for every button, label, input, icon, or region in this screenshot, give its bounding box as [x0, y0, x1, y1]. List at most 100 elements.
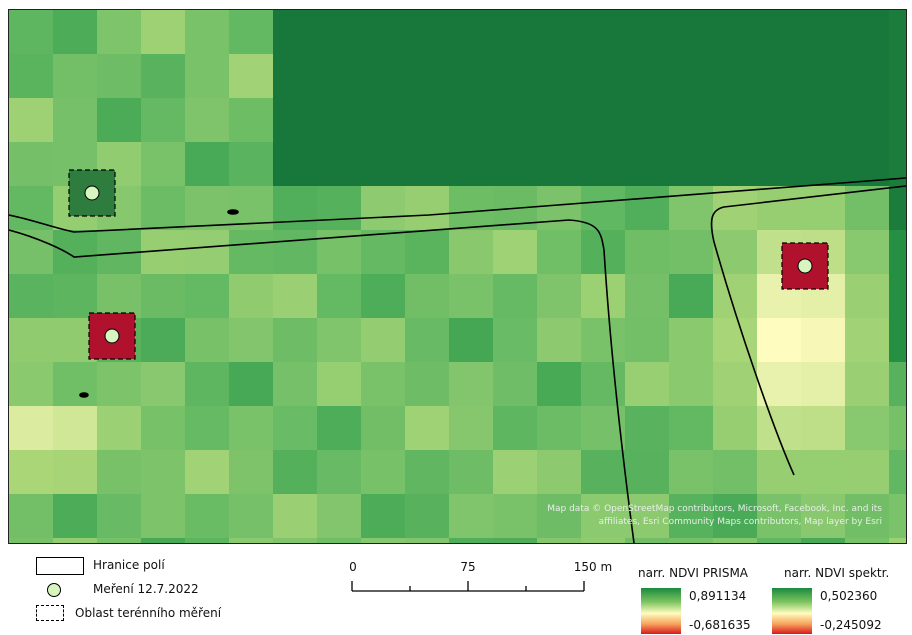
- ndvi-spektr-max: 0,502360: [820, 589, 878, 603]
- raster-cell: [537, 494, 582, 539]
- raster-cell: [141, 186, 186, 231]
- raster-cell: [185, 406, 230, 451]
- raster-cell: [361, 318, 406, 363]
- raster-cell: [845, 98, 890, 143]
- raster-cell: [625, 98, 670, 143]
- raster-cell: [757, 406, 802, 451]
- raster-cell: [97, 98, 142, 143]
- raster-cell: [405, 186, 450, 231]
- raster-cell: [493, 10, 538, 55]
- raster-cell: [361, 98, 406, 143]
- raster-cell: [185, 362, 230, 407]
- raster-cell: [273, 406, 318, 451]
- field-boundary-label: Hranice polí: [93, 558, 165, 572]
- raster-cell: [9, 142, 54, 187]
- raster-cell: [669, 494, 714, 539]
- raster-cell: [669, 230, 714, 275]
- attribution-line-2: affiliates, Esri Community Maps contribu…: [598, 517, 882, 527]
- raster-cell: [581, 362, 626, 407]
- raster-cell: [889, 230, 906, 275]
- raster-cell: [97, 538, 142, 543]
- raster-cell: [581, 10, 626, 55]
- raster-cell: [405, 406, 450, 451]
- raster-cell: [185, 318, 230, 363]
- raster-cell: [141, 494, 186, 539]
- raster-cell: [9, 54, 54, 99]
- raster-cell: [625, 186, 670, 231]
- raster-cell: [889, 142, 906, 187]
- raster-cell: [97, 362, 142, 407]
- raster-cell: [273, 318, 318, 363]
- raster-cell: [273, 142, 318, 187]
- raster-cell: [273, 10, 318, 55]
- raster-cell: [405, 318, 450, 363]
- raster-cell: [845, 450, 890, 495]
- raster-cell: [713, 142, 758, 187]
- raster-cell: [9, 362, 54, 407]
- raster-cell: [713, 98, 758, 143]
- raster-cell: [405, 538, 450, 543]
- raster-cell: [9, 186, 54, 231]
- raster-cell: [537, 362, 582, 407]
- raster-cell: [9, 10, 54, 55]
- raster-cell: [405, 450, 450, 495]
- raster-cell: [757, 318, 802, 363]
- raster-cell: [625, 406, 670, 451]
- field-boundaries: [9, 177, 906, 543]
- raster-cell: [801, 54, 846, 99]
- measurement-point-southwest: [104, 328, 120, 344]
- raster-cell: [317, 538, 362, 543]
- raster-cell: [273, 230, 318, 275]
- raster-cell: [493, 406, 538, 451]
- raster-cell: [581, 98, 626, 143]
- map-frame[interactable]: Map data © OpenStreetMap contributors, M…: [8, 9, 907, 544]
- raster-cell: [801, 538, 846, 543]
- raster-cell: [53, 450, 98, 495]
- ndvi-spektr-title: narr. NDVI spektr.: [784, 566, 890, 580]
- raster-cell: [757, 450, 802, 495]
- raster-cell: [713, 318, 758, 363]
- raster-cell: [669, 54, 714, 99]
- raster-cell: [537, 142, 582, 187]
- field-area-label: Oblast terénního měření: [75, 606, 222, 620]
- raster-cell: [669, 274, 714, 319]
- raster-cell: [53, 98, 98, 143]
- raster-cell: [449, 186, 494, 231]
- raster-cell: [581, 274, 626, 319]
- map-attribution: Map data © OpenStreetMap contributors, M…: [462, 503, 882, 529]
- raster-cell: [889, 362, 906, 407]
- raster-cell: [361, 230, 406, 275]
- raster-cell: [317, 10, 362, 55]
- raster-cell: [185, 10, 230, 55]
- raster-cell: [845, 186, 890, 231]
- raster-cell: [53, 274, 98, 319]
- raster-cell: [317, 142, 362, 187]
- raster-cell: [845, 494, 890, 539]
- raster-cell: [9, 494, 54, 539]
- raster-cell: [9, 98, 54, 143]
- ndvi-prisma-min: -0,681635: [689, 618, 751, 632]
- raster-cell: [97, 10, 142, 55]
- raster-cell: [229, 274, 274, 319]
- raster-cell: [273, 186, 318, 231]
- attribution-line-1: Map data © OpenStreetMap contributors, M…: [547, 504, 882, 514]
- raster-cell: [801, 450, 846, 495]
- raster-cell: [449, 98, 494, 143]
- raster-cell: [493, 318, 538, 363]
- measurement-point-symbol: [47, 583, 61, 597]
- ndvi-spektr-color-ramp: [772, 588, 812, 634]
- raster-cell: [537, 406, 582, 451]
- raster-cell: [801, 10, 846, 55]
- field-boundary-1: [9, 177, 906, 233]
- raster-cell: [141, 538, 186, 543]
- raster-cell: [97, 274, 142, 319]
- raster-cell: [845, 362, 890, 407]
- plot-southwest: [88, 312, 136, 360]
- field-boundary-speck-1: [227, 209, 239, 215]
- raster-cell: [273, 450, 318, 495]
- raster-cell: [229, 538, 274, 543]
- raster-cell: [361, 494, 406, 539]
- raster-cell: [757, 362, 802, 407]
- ndvi-raster-map[interactable]: [9, 10, 906, 543]
- raster-cell: [537, 10, 582, 55]
